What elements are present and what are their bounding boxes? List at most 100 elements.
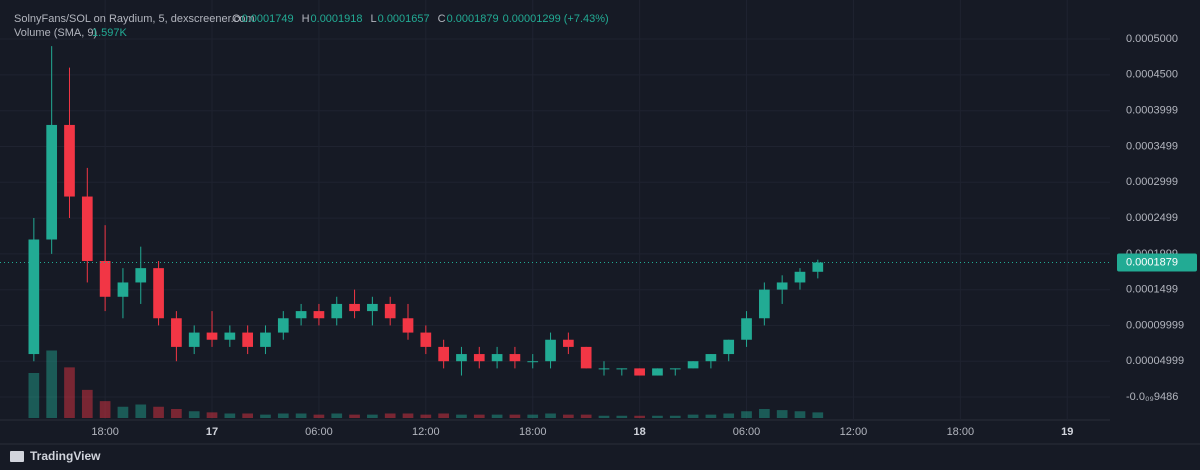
candle-body	[367, 303, 378, 312]
y-tick-label: 0.0001499	[1126, 284, 1178, 296]
volume-bar	[794, 411, 806, 418]
ohlc-value: 0.0001749	[242, 13, 294, 25]
candle-body	[349, 303, 360, 312]
x-tick-label: 06:00	[733, 426, 761, 438]
volume-bar	[705, 414, 717, 418]
candle-body	[260, 332, 271, 347]
labels: SolnyFans/SOL on Raydium, 5, dexscreener…	[10, 13, 1197, 463]
x-tick-label: 18	[634, 426, 646, 438]
candle-body	[473, 354, 485, 362]
candle-body	[527, 361, 539, 363]
y-tick-label: 0.0003999	[1126, 105, 1178, 117]
volume-bar	[313, 414, 325, 418]
candle-body	[776, 282, 788, 290]
x-tick-label: 18:00	[947, 426, 975, 438]
chart-title: SolnyFans/SOL on Raydium, 5, dexscreener…	[14, 13, 255, 25]
candle-body	[741, 318, 752, 340]
candle-body	[634, 368, 645, 376]
candle-body	[171, 318, 182, 347]
x-tick-label: 19	[1061, 426, 1073, 438]
volume-bar	[117, 406, 129, 418]
grid	[0, 0, 1110, 420]
volume-bar	[188, 411, 200, 418]
candle-body	[242, 332, 254, 347]
candle-body	[28, 239, 40, 355]
candle-body	[277, 318, 289, 333]
x-tick-label: 18:00	[91, 426, 119, 438]
y-tick-label: 0.00004999	[1126, 355, 1184, 367]
last-price-label: 0.0001879	[1126, 256, 1178, 268]
candle-body	[687, 361, 699, 369]
volume-bar	[46, 350, 58, 418]
candle-body	[313, 311, 325, 319]
change-label: 0.00001299 (+7.43%)	[503, 13, 609, 25]
last-price-tag	[1117, 253, 1197, 272]
volume-bar	[260, 414, 271, 418]
candle-body	[723, 339, 735, 355]
candle-body	[563, 339, 574, 347]
volume-bar	[616, 415, 628, 418]
volume-bar	[491, 414, 503, 418]
candle-body	[794, 271, 806, 283]
volume-bar	[741, 411, 752, 418]
candle-body	[456, 354, 467, 362]
x-tick-label: 12:00	[840, 426, 868, 438]
volume-bar	[669, 415, 681, 418]
volume-bar	[331, 413, 343, 418]
candle-body	[224, 332, 236, 340]
volume-bar	[759, 409, 770, 418]
volume-bar	[349, 414, 360, 418]
volume-bar	[402, 413, 414, 418]
candle-body	[135, 268, 147, 283]
candle-body	[705, 354, 717, 362]
brand-logo	[10, 451, 24, 462]
ohlc-value: 0.0001918	[311, 13, 363, 25]
volume-bar	[224, 413, 236, 418]
y-tick-label: 0.0005000	[1126, 33, 1178, 45]
candle-body	[759, 289, 770, 319]
volume-sma: 1.597K	[92, 27, 128, 39]
ohlc-letter: H	[302, 13, 310, 25]
candle-body	[64, 124, 75, 197]
ohlc-value: 0.0001657	[378, 13, 430, 25]
volume-bar	[473, 414, 485, 418]
volume-bar	[153, 406, 164, 418]
x-tick-label: 17	[206, 426, 218, 438]
candle-body	[598, 368, 610, 370]
volume-bar	[135, 404, 147, 418]
volume-bar	[563, 414, 574, 418]
candle-body	[616, 368, 628, 370]
marks	[0, 46, 1110, 418]
volume-bar	[812, 412, 824, 418]
volume-bar	[527, 414, 539, 418]
volume-bar	[64, 367, 75, 418]
ohlc-letter: L	[371, 13, 377, 25]
y-tick-label: -0.0₀₉9486	[1126, 391, 1178, 403]
candle-body	[812, 262, 824, 272]
ohlc-value: 0.0001879	[447, 13, 499, 25]
y-tick-label: 0.0002499	[1126, 212, 1178, 224]
volume-title: Volume (SMA, 9)	[14, 27, 97, 39]
candle-body	[153, 268, 164, 319]
volume-bar	[277, 413, 289, 418]
volume-bar	[545, 413, 556, 418]
brand: TradingView	[30, 449, 101, 463]
volume-bar	[652, 415, 663, 418]
candle-body	[81, 196, 93, 261]
candle-body	[420, 332, 432, 347]
candle-body	[652, 368, 663, 376]
volume-bar	[687, 414, 699, 418]
volume-bar	[456, 414, 467, 418]
y-tick-label: 0.0004500	[1126, 69, 1178, 81]
volume-bar	[242, 413, 254, 418]
volume-bar	[420, 414, 432, 418]
candle-body	[295, 311, 307, 319]
candle-body	[669, 368, 681, 370]
x-tick-label: 06:00	[305, 426, 333, 438]
candle-body	[206, 332, 218, 340]
x-tick-label: 12:00	[412, 426, 440, 438]
volume-bar	[206, 412, 218, 418]
y-tick-label: 0.00009999	[1126, 319, 1184, 331]
